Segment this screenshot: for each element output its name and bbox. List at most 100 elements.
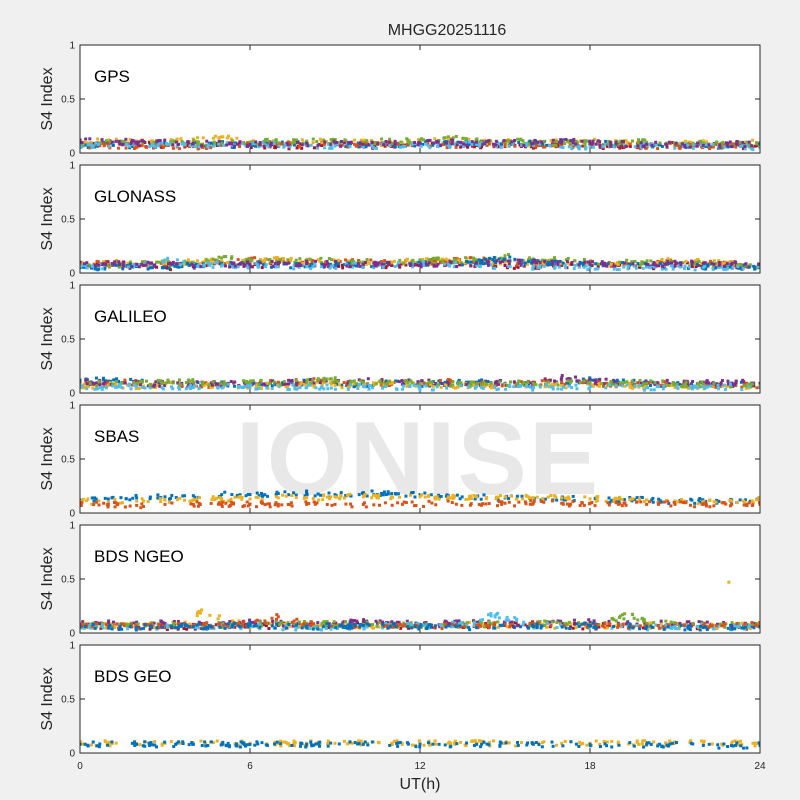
- data-point: [338, 259, 342, 263]
- data-point: [281, 382, 285, 386]
- data-point: [678, 265, 682, 269]
- data-point: [236, 265, 240, 269]
- data-point: [446, 138, 450, 142]
- data-point: [747, 140, 751, 144]
- data-point: [171, 138, 175, 142]
- data-point: [406, 380, 410, 384]
- data-point: [352, 261, 356, 265]
- data-point: [252, 141, 256, 145]
- data-point: [115, 258, 119, 262]
- data-point: [683, 264, 687, 268]
- data-point: [118, 142, 122, 146]
- data-point: [676, 143, 680, 147]
- data-point: [452, 385, 456, 389]
- data-point: [601, 145, 605, 149]
- data-point: [135, 496, 139, 500]
- data-point: [525, 144, 529, 148]
- data-point: [106, 505, 110, 509]
- data-point: [751, 138, 755, 142]
- data-point: [704, 504, 708, 508]
- data-point: [503, 501, 507, 505]
- data-point: [246, 261, 250, 265]
- data-point: [721, 262, 725, 266]
- data-point: [578, 144, 582, 148]
- data-point: [224, 501, 228, 505]
- data-point: [268, 139, 272, 143]
- data-point: [193, 495, 197, 499]
- data-point: [217, 255, 221, 259]
- data-point: [396, 501, 400, 505]
- data-point: [590, 501, 594, 505]
- data-point: [582, 265, 586, 269]
- data-point: [204, 146, 208, 150]
- data-point: [243, 258, 247, 262]
- data-point: [532, 258, 536, 262]
- data-point: [343, 263, 347, 267]
- data-point: [667, 382, 671, 386]
- data-point: [393, 264, 397, 268]
- data-point: [286, 261, 290, 265]
- data-point: [117, 139, 121, 143]
- data-point: [202, 264, 206, 268]
- data-point: [316, 379, 320, 383]
- data-point: [130, 383, 134, 387]
- data-point: [484, 140, 488, 144]
- data-point: [323, 142, 327, 146]
- data-point: [758, 383, 760, 387]
- data-point: [340, 143, 344, 147]
- data-point: [443, 380, 447, 384]
- data-point: [507, 500, 511, 504]
- data-point: [354, 261, 358, 265]
- data-point: [747, 382, 751, 386]
- data-point: [372, 146, 376, 150]
- data-point: [133, 383, 137, 387]
- data-point: [303, 382, 307, 386]
- data-point: [683, 143, 687, 147]
- data-point: [680, 142, 684, 146]
- data-point: [750, 503, 754, 507]
- data-point: [355, 382, 359, 386]
- data-point: [757, 495, 760, 499]
- data-point: [312, 383, 316, 387]
- data-point: [85, 387, 89, 391]
- data-point: [333, 138, 337, 142]
- data-point: [503, 254, 507, 258]
- data-point: [165, 265, 169, 269]
- data-point: [687, 265, 691, 269]
- data-point: [357, 145, 361, 149]
- data-point: [591, 145, 595, 149]
- data-point: [617, 500, 621, 504]
- data-point: [496, 145, 500, 149]
- data-point: [333, 383, 337, 387]
- data-point: [87, 143, 91, 147]
- data-point: [254, 261, 258, 265]
- data-point: [377, 625, 381, 629]
- data-point: [163, 495, 167, 499]
- data-point: [254, 144, 258, 148]
- data-point: [196, 136, 200, 140]
- data-point: [228, 620, 232, 624]
- data-point: [117, 385, 121, 389]
- data-point: [273, 146, 277, 150]
- data-point: [506, 252, 510, 256]
- data-point: [641, 266, 645, 270]
- data-point: [217, 136, 221, 140]
- data-point: [753, 265, 757, 269]
- data-point: [655, 264, 659, 268]
- data-point: [186, 140, 190, 144]
- data-point: [682, 379, 686, 383]
- data-point: [703, 261, 707, 265]
- data-point: [309, 267, 313, 271]
- data-point: [443, 383, 447, 387]
- data-point: [196, 264, 200, 268]
- data-point: [223, 383, 227, 387]
- data-point: [614, 497, 618, 501]
- data-point: [130, 140, 134, 144]
- data-point: [738, 140, 742, 144]
- data-point: [171, 140, 175, 144]
- data-point: [419, 265, 423, 269]
- data-point: [480, 140, 484, 144]
- data-point: [202, 384, 206, 388]
- data-point: [643, 146, 647, 150]
- data-point: [484, 382, 488, 386]
